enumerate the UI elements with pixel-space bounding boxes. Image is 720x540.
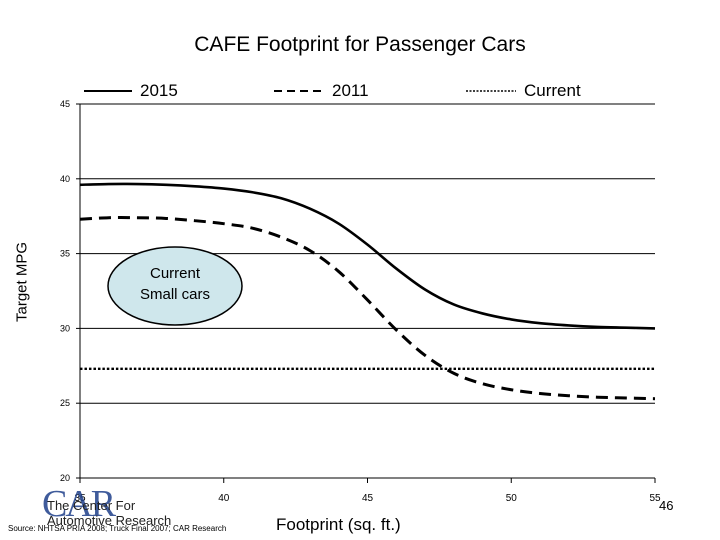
x-axis-label: Footprint (sq. ft.)	[276, 515, 401, 534]
x-tick-label: 55	[649, 493, 661, 504]
y-tick-label: 30	[60, 323, 70, 333]
legend-label-2015: 2015	[140, 81, 178, 100]
car-logo-mark: CAR	[42, 483, 116, 525]
y-tick-label: 40	[60, 174, 70, 184]
x-tick-label: 50	[506, 493, 518, 504]
legend-label-current: Current	[524, 81, 581, 100]
organization-name-line2: Automotive Research	[47, 513, 172, 528]
y-tick-label: 35	[60, 249, 70, 259]
x-tick-label: 35	[74, 493, 86, 504]
legend-label-2011: 2011	[332, 81, 369, 100]
x-tick-label: 45	[362, 493, 374, 504]
organization-name-line1: The Center For	[47, 498, 136, 513]
legend-item-2015: 2015	[84, 80, 178, 102]
y-tick-label: 20	[60, 473, 70, 483]
y-axis-label: Target MPG	[13, 241, 31, 323]
series-line-2011	[79, 216, 656, 401]
callout-text-line2: Small cars	[139, 286, 210, 303]
y-tick-label: 45	[60, 99, 70, 109]
legend-swatch-dashed	[274, 90, 324, 92]
source-note: Source: NHTSA PRIA 2008; Truck Final 200…	[8, 524, 227, 533]
legend-item-current: Current	[466, 80, 581, 102]
series-line-2015	[79, 182, 656, 330]
page-number: 46	[659, 498, 674, 513]
legend-swatch-solid	[84, 90, 132, 92]
x-tick-label: 40	[218, 493, 230, 504]
organization-logo: CAR The Center For Automotive Research	[40, 483, 190, 532]
chart-title: CAFE Footprint for Passenger Cars	[194, 33, 526, 56]
legend-item-2011: 2011	[274, 80, 369, 102]
callout-ellipse	[107, 246, 243, 326]
legend-swatch-dotted	[466, 90, 516, 92]
y-tick-label: 25	[60, 398, 70, 408]
callout-text-line1: Current	[149, 265, 201, 282]
